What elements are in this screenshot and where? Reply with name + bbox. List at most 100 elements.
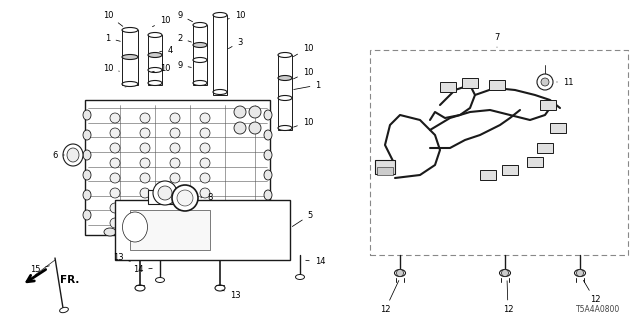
Text: 10: 10 xyxy=(152,63,170,73)
Text: 10: 10 xyxy=(103,11,123,26)
Circle shape xyxy=(170,218,180,228)
Ellipse shape xyxy=(213,90,227,94)
Circle shape xyxy=(140,128,150,138)
Circle shape xyxy=(170,188,180,198)
Text: 4: 4 xyxy=(160,45,173,54)
Text: 6: 6 xyxy=(52,150,64,159)
Text: 11: 11 xyxy=(557,77,573,86)
Ellipse shape xyxy=(278,95,292,100)
Ellipse shape xyxy=(264,130,272,140)
Ellipse shape xyxy=(239,228,251,236)
Bar xyxy=(375,160,395,174)
Circle shape xyxy=(172,185,198,211)
Circle shape xyxy=(170,143,180,153)
Ellipse shape xyxy=(83,170,91,180)
Ellipse shape xyxy=(63,144,83,166)
Ellipse shape xyxy=(193,22,207,28)
Ellipse shape xyxy=(156,277,164,283)
Ellipse shape xyxy=(104,228,116,236)
Ellipse shape xyxy=(213,12,227,18)
Bar xyxy=(370,50,628,255)
Ellipse shape xyxy=(278,125,292,131)
Circle shape xyxy=(541,78,549,86)
Circle shape xyxy=(200,173,210,183)
Circle shape xyxy=(200,218,210,228)
Circle shape xyxy=(200,188,210,198)
Circle shape xyxy=(140,188,150,198)
Text: 2: 2 xyxy=(177,34,191,43)
Text: FR.: FR. xyxy=(60,275,79,285)
Circle shape xyxy=(249,106,261,118)
Bar xyxy=(537,143,553,153)
Ellipse shape xyxy=(169,228,181,236)
Bar xyxy=(85,100,270,235)
Text: 14: 14 xyxy=(132,266,152,275)
Circle shape xyxy=(397,269,403,276)
Ellipse shape xyxy=(148,81,162,85)
Text: 1: 1 xyxy=(106,34,120,43)
Bar xyxy=(193,25,207,85)
Text: 7: 7 xyxy=(494,33,500,47)
Circle shape xyxy=(110,143,120,153)
Ellipse shape xyxy=(148,68,162,73)
Text: 10: 10 xyxy=(152,15,170,27)
Bar xyxy=(377,167,393,175)
Circle shape xyxy=(170,158,180,168)
Ellipse shape xyxy=(148,52,162,58)
Ellipse shape xyxy=(193,58,207,62)
Ellipse shape xyxy=(278,76,292,81)
Text: 12: 12 xyxy=(584,280,600,305)
Text: 5: 5 xyxy=(292,211,312,227)
Ellipse shape xyxy=(83,210,91,220)
Circle shape xyxy=(110,173,120,183)
Ellipse shape xyxy=(149,228,161,236)
Circle shape xyxy=(200,203,210,213)
Circle shape xyxy=(200,113,210,123)
Text: 12: 12 xyxy=(380,281,399,315)
Ellipse shape xyxy=(124,228,136,236)
Bar xyxy=(115,200,290,260)
Bar xyxy=(440,82,456,92)
Bar xyxy=(527,157,543,167)
Circle shape xyxy=(140,218,150,228)
Ellipse shape xyxy=(278,52,292,58)
Bar xyxy=(480,170,496,180)
Circle shape xyxy=(234,122,246,134)
Ellipse shape xyxy=(264,150,272,160)
Circle shape xyxy=(110,158,120,168)
Bar xyxy=(148,35,162,85)
Circle shape xyxy=(140,143,150,153)
Text: 13: 13 xyxy=(222,290,240,300)
Text: T5A4A0800: T5A4A0800 xyxy=(576,306,620,315)
Ellipse shape xyxy=(264,190,272,200)
Circle shape xyxy=(177,190,193,206)
Bar xyxy=(148,190,183,204)
Ellipse shape xyxy=(193,81,207,85)
Ellipse shape xyxy=(499,269,511,276)
Text: 9: 9 xyxy=(177,11,193,22)
Circle shape xyxy=(158,186,172,200)
Text: 14: 14 xyxy=(306,258,325,267)
Ellipse shape xyxy=(148,33,162,37)
Bar xyxy=(462,78,478,88)
Text: 10: 10 xyxy=(293,44,313,57)
Ellipse shape xyxy=(215,285,225,291)
Ellipse shape xyxy=(193,43,207,47)
Ellipse shape xyxy=(122,28,138,33)
Circle shape xyxy=(170,173,180,183)
Text: 8: 8 xyxy=(201,193,212,202)
Ellipse shape xyxy=(122,82,138,86)
Circle shape xyxy=(537,74,553,90)
Text: 3: 3 xyxy=(228,37,243,49)
Ellipse shape xyxy=(296,275,305,279)
Circle shape xyxy=(140,173,150,183)
Text: 10: 10 xyxy=(294,68,313,79)
Ellipse shape xyxy=(60,307,68,313)
Circle shape xyxy=(200,158,210,168)
Circle shape xyxy=(140,158,150,168)
Bar xyxy=(550,123,566,133)
Bar xyxy=(489,80,505,90)
Bar xyxy=(502,165,518,175)
Circle shape xyxy=(153,181,177,205)
Circle shape xyxy=(200,143,210,153)
